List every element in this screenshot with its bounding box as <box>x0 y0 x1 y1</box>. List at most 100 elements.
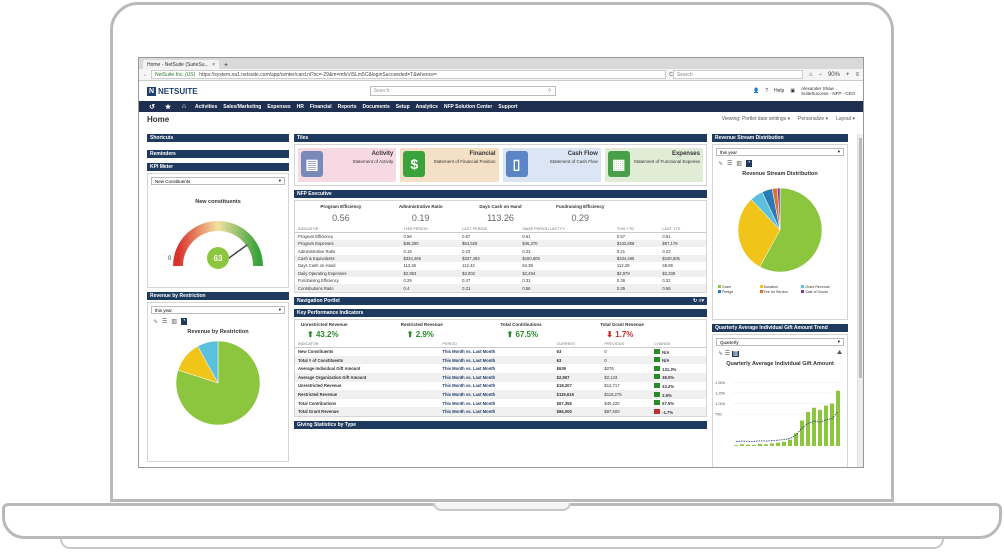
nav-item-reports[interactable]: Reports <box>337 103 357 110</box>
kpi-indicator[interactable]: Average Organization Gift Amount <box>295 373 440 382</box>
nav-item-support[interactable]: Support <box>498 103 518 110</box>
pie-slice-donation[interactable] <box>737 199 781 268</box>
bar[interactable] <box>776 442 780 446</box>
tile-cash-flow[interactable]: ▯ Cash Flow Statement of Cash Flow <box>502 148 601 182</box>
tile-financial[interactable]: $ Financial Statement of Financial Positio… <box>400 148 499 182</box>
bar[interactable] <box>806 412 810 446</box>
sort-icon[interactable]: ☰ <box>727 161 733 167</box>
avatar[interactable]: ▣ <box>790 88 796 94</box>
kpi-period[interactable]: This Month vs. Last Month <box>439 407 554 416</box>
recent-icon[interactable]: ↺ <box>149 103 155 111</box>
kpi-meter-select[interactable]: New Constituents ▾ <box>151 177 285 185</box>
kpi-period[interactable]: This Month vs. Last Month <box>442 383 496 389</box>
nav-item-activities[interactable]: Activities <box>195 103 218 110</box>
bar[interactable] <box>782 441 786 446</box>
viewing-dropdown[interactable]: Viewing: Portlet date settings ▾ <box>721 116 791 122</box>
personalize-button[interactable]: Personalize ▾ <box>798 116 829 122</box>
close-icon[interactable]: × <box>212 61 215 68</box>
giving-header[interactable]: Giving Statistics by Type <box>294 420 707 429</box>
nav-item-hr[interactable]: HR <box>296 103 304 110</box>
zoom-out-icon[interactable]: − <box>818 71 822 78</box>
nfp-header[interactable]: NFP Executive <box>294 190 707 198</box>
options-icon[interactable]: ≡▾ <box>698 297 704 304</box>
bar[interactable] <box>836 390 840 446</box>
pie-chart-icon[interactable]: ◔ <box>746 160 752 167</box>
kpi-period[interactable]: This Month vs. Last Month <box>439 373 554 382</box>
bar[interactable] <box>764 444 768 446</box>
kpi-indicator[interactable]: Total # of Constituents <box>295 355 440 365</box>
tiles-header[interactable]: Tiles <box>294 134 707 142</box>
user-menu[interactable]: Alexander Shaw SuiteSuccess - NFP - CEO <box>801 86 855 96</box>
bar-chart-icon[interactable]: ▥ <box>736 161 743 167</box>
netsuite-logo[interactable]: N NETSUITE <box>147 86 198 96</box>
global-search-input[interactable]: Search ⚲ <box>369 86 556 96</box>
bar[interactable] <box>752 444 756 446</box>
kpi-period[interactable]: This Month vs. Last Month <box>439 390 554 399</box>
pie-slice-grant[interactable] <box>759 187 823 273</box>
kpi-indicator[interactable]: New Constituents <box>298 349 334 355</box>
search-icon[interactable]: ⚲ <box>547 88 552 94</box>
back-icon[interactable]: ← <box>143 71 148 78</box>
rev-restriction-select[interactable]: this year ▾ <box>151 306 285 314</box>
nav-item-nfp-solution-center[interactable]: NFP Solution Center <box>443 103 493 110</box>
layout-button[interactable]: Layout ▾ <box>836 116 855 122</box>
kpi-indicator[interactable]: Total Contributions <box>298 400 337 406</box>
sort-icon[interactable]: ☰ <box>724 351 731 357</box>
home-icon[interactable]: ⌂ <box>808 71 813 78</box>
bar[interactable] <box>812 407 816 446</box>
bar[interactable] <box>794 433 798 446</box>
trend-chart-icon[interactable]: ⛰ <box>836 350 842 356</box>
help-link[interactable]: Help <box>774 88 785 94</box>
kpi-header[interactable]: Key Performance Indicators <box>294 308 707 317</box>
bar[interactable] <box>824 405 828 446</box>
reload-icon[interactable]: C <box>669 71 673 78</box>
rsd-select[interactable]: this year ▾ <box>716 148 844 156</box>
bar[interactable] <box>770 443 774 446</box>
zoom-in-icon[interactable]: + <box>845 71 850 78</box>
line-chart-icon[interactable]: ∿ <box>153 319 159 325</box>
shortcuts-header[interactable]: Shortcuts <box>147 134 289 142</box>
kpi-period[interactable]: This Month vs. Last Month <box>442 400 496 406</box>
bar[interactable] <box>818 409 822 446</box>
tile-activity[interactable]: ▤ Activity Statement of Activity <box>298 148 397 182</box>
nav-item-setup[interactable]: Setup <box>395 103 410 110</box>
kpi-indicator[interactable]: Unrestricted Revenue <box>298 383 342 389</box>
nav-item-analytics[interactable]: Analytics <box>415 103 438 110</box>
kpi-indicator[interactable]: Average Individual Gift Amount <box>298 366 361 372</box>
kpi-period[interactable]: This Month vs. Last Month <box>442 349 496 355</box>
kpi-indicator[interactable]: Total Grant Revenue <box>295 407 440 416</box>
nav-item-expenses[interactable]: Expenses <box>267 103 291 110</box>
nav-item-sales-marketing[interactable]: Sales/Marketing <box>223 103 262 110</box>
bar[interactable] <box>800 420 804 447</box>
bar-chart-icon[interactable]: ▥ <box>731 351 740 357</box>
tile-expenses[interactable]: ▦ Expenses Statement of Functional Expense <box>604 148 703 182</box>
pie-slice-other[interactable] <box>197 340 219 384</box>
scrollbar-thumb[interactable] <box>859 138 862 378</box>
refresh-icon[interactable]: ↻ <box>692 297 698 304</box>
help-icon[interactable]: ? <box>765 88 769 94</box>
sort-icon[interactable]: ☰ <box>162 319 168 325</box>
menu-icon[interactable]: ≡ <box>855 71 859 78</box>
browser-search-input[interactable]: Search <box>672 70 803 79</box>
url-input[interactable]: NetSuite Inc. (US) https://system.na1.net… <box>151 70 667 79</box>
bar[interactable] <box>758 443 762 446</box>
nav-item-financial[interactable]: Financial <box>309 103 332 110</box>
area-chart-icon[interactable]: ∿ <box>718 351 724 357</box>
kpi-period[interactable]: This Month vs. Last Month <box>442 366 496 372</box>
kpi-period[interactable]: This Month vs. Last Month <box>439 355 554 365</box>
qa-select[interactable]: Quarterly ▾ <box>716 338 844 346</box>
bar-chart-icon[interactable]: ▥ <box>171 319 178 325</box>
pie-chart-icon[interactable]: ◔ <box>181 318 187 325</box>
bar[interactable] <box>830 403 834 447</box>
home-icon[interactable]: ⌂ <box>181 103 187 110</box>
browser-tab[interactable]: Home - NetSuite (SuiteSu... × <box>143 60 219 69</box>
page-scrollbar[interactable] <box>857 134 863 467</box>
nav-item-documents[interactable]: Documents <box>362 103 390 110</box>
bar[interactable] <box>788 439 792 446</box>
qa-header[interactable]: Quarterly Average Individual Gift Amount… <box>712 324 848 332</box>
bar[interactable] <box>746 444 750 446</box>
pie-slice-sale-of-goods[interactable] <box>777 187 781 231</box>
line-chart-icon[interactable]: ∿ <box>718 161 724 167</box>
reminders-header[interactable]: Reminders <box>147 150 289 158</box>
recent-users-icon[interactable]: 👤 <box>753 88 760 94</box>
